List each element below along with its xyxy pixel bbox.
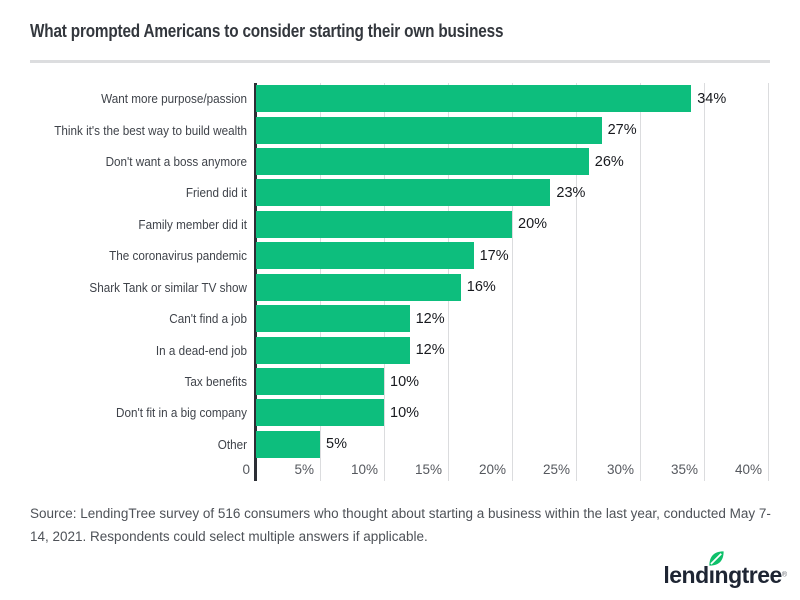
bar-track: 5% (256, 430, 770, 458)
bar (256, 148, 589, 176)
bar-rows: Want more purpose/passion 34% Think it's t… (30, 83, 770, 460)
category-label: Don't want a boss anymore (105, 154, 247, 170)
bar (256, 336, 410, 364)
value-label: 20% (518, 216, 548, 233)
bar (256, 305, 410, 333)
x-tick-label: 0 (242, 462, 250, 477)
bar-chart: Want more purpose/passion 34% Think it's t… (30, 83, 770, 481)
value-label: 26% (594, 153, 624, 170)
bar (256, 210, 512, 238)
x-tick-label: 35% (670, 462, 698, 477)
value-label: 23% (556, 184, 586, 201)
bar-row: Other 5% (30, 429, 770, 460)
value-label: 10% (390, 404, 420, 421)
value-label: 5% (326, 436, 347, 453)
value-label: 16% (466, 279, 496, 296)
bar (256, 368, 384, 395)
gridline (768, 83, 769, 481)
bar-row: Shark Tank or similar TV show 16% (30, 272, 770, 303)
bar (256, 399, 384, 427)
bar-row: Think it's the best way to build wealth 2… (30, 114, 770, 145)
bar-row: Want more purpose/passion 34% (30, 83, 770, 114)
x-tick-label: 5% (294, 462, 314, 477)
category-label: Shark Tank or similar TV show (89, 279, 247, 295)
x-tick-label: 30% (606, 462, 634, 477)
bar (256, 116, 602, 144)
bar-track: 17% (256, 242, 770, 270)
category-label: Family member did it (138, 216, 247, 232)
category-label: Want more purpose/passion (101, 91, 247, 107)
x-tick-label: 10% (350, 462, 378, 477)
title-divider (30, 60, 770, 63)
bar (256, 273, 461, 301)
bar-row: The coronavirus pandemic 17% (30, 240, 770, 271)
lendingtree-logo: lendıngtree® (663, 551, 787, 596)
bar-row: Friend did it 23% (30, 177, 770, 208)
logo-wordmark: lendıngtree (663, 562, 782, 588)
gridline (576, 83, 577, 481)
value-label: 12% (415, 342, 445, 359)
bar-track: 34% (256, 85, 770, 113)
bar (256, 430, 320, 458)
x-tick-label: 15% (414, 462, 442, 477)
category-label: Tax benefits (184, 374, 247, 389)
bar-track: 27% (256, 116, 770, 144)
bar-track: 23% (256, 179, 770, 207)
leaf-icon (709, 551, 724, 566)
bar-row: Don't fit in a big company 10% (30, 397, 770, 428)
bar-row: Tax benefits 10% (30, 366, 770, 397)
registered-trademark-icon: ® (781, 571, 787, 579)
x-tick-label: 25% (542, 462, 570, 477)
bar (256, 179, 551, 207)
bar-track: 26% (256, 148, 770, 176)
bar-track: 12% (256, 336, 770, 364)
bar-row: Family member did it 20% (30, 209, 770, 240)
gridline (640, 83, 641, 481)
bar-row: Don't want a boss anymore 26% (30, 146, 770, 177)
value-label: 34% (697, 90, 727, 107)
bar-track: 20% (256, 210, 770, 238)
chart-title: What prompted Americans to consider star… (30, 21, 504, 41)
bar (256, 85, 692, 113)
category-label: Can't find a job (169, 311, 247, 327)
bar-track: 10% (256, 368, 770, 395)
category-label: In a dead-end job (155, 342, 247, 358)
gridline (704, 83, 705, 481)
x-tick-label: 40% (734, 462, 762, 477)
bar-track: 16% (256, 273, 770, 301)
bar (256, 242, 474, 270)
value-label: 12% (415, 310, 445, 327)
bar-row: Can't find a job 12% (30, 303, 770, 334)
y-axis-line (254, 83, 257, 481)
value-label: 17% (479, 247, 509, 264)
gridline (512, 83, 513, 481)
bar-row: In a dead-end job 12% (30, 334, 770, 365)
x-tick-label: 20% (478, 462, 506, 477)
category-label: Friend did it (185, 185, 247, 201)
category-label: Think it's the best way to build wealth (54, 122, 247, 138)
bar-track: 12% (256, 305, 770, 333)
source-note: Source: LendingTree survey of 516 consum… (30, 506, 771, 544)
category-label: Don't fit in a big company (115, 405, 247, 421)
category-label: Other (217, 436, 247, 452)
bar-track: 10% (256, 399, 770, 427)
value-label: 27% (607, 122, 637, 139)
category-label: The coronavirus pandemic (109, 248, 247, 264)
value-label: 10% (390, 373, 420, 390)
